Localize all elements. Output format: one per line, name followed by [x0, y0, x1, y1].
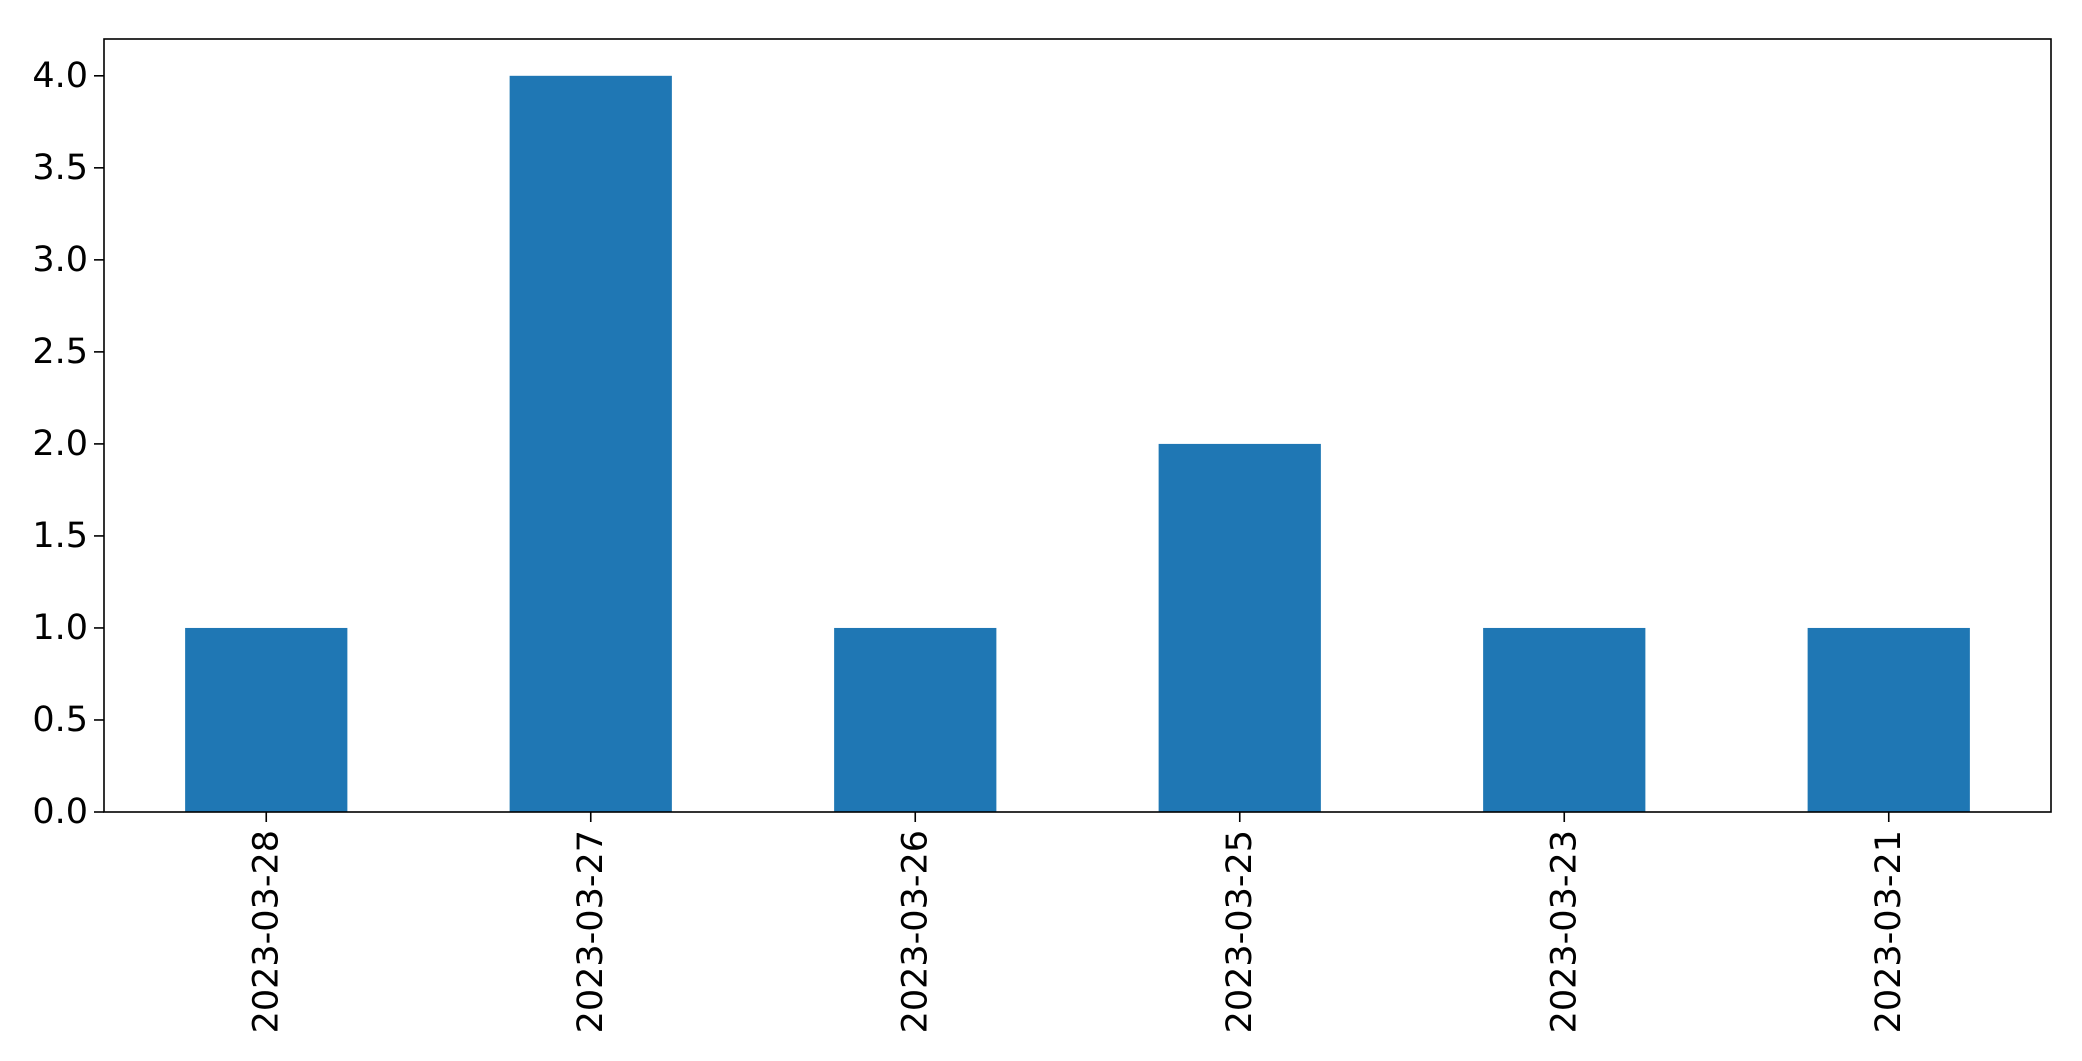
- bar-2023-03-28: [185, 627, 348, 812]
- y-tick-label: 1.5: [32, 516, 88, 556]
- y-tick-label: 2.5: [32, 332, 88, 372]
- y-tick-label: 0.5: [32, 700, 88, 740]
- y-axis: 0.0 0.5 1.0 1.5 2.0 2.5 3.0 3.5 4.0: [32, 56, 104, 832]
- y-tick-label: 0.0: [32, 792, 88, 832]
- bars-group: [185, 75, 1970, 813]
- x-tick-label: 2023-03-26: [895, 830, 935, 1033]
- y-tick-label: 3.5: [32, 148, 88, 188]
- x-tick-label: 2023-03-28: [246, 830, 286, 1033]
- x-tick-label: 2023-03-23: [1544, 830, 1584, 1033]
- y-tick-label: 4.0: [32, 56, 88, 96]
- bar-2023-03-21: [1807, 627, 1970, 812]
- bar-2023-03-27: [509, 75, 672, 813]
- y-tick-label: 2.0: [32, 424, 88, 464]
- x-tick-label: 2023-03-21: [1869, 830, 1909, 1033]
- bar-2023-03-23: [1483, 627, 1646, 812]
- bar-2023-03-25: [1158, 443, 1321, 812]
- plot-frame: [103, 38, 2052, 813]
- x-tick-label: 2023-03-25: [1220, 830, 1260, 1033]
- y-tick-label: 3.0: [32, 240, 88, 280]
- x-axis: 2023-03-28 2023-03-27 2023-03-26 2023-03-25…: [246, 812, 1909, 1033]
- bar-2023-03-26: [834, 627, 997, 812]
- x-tick-label: 2023-03-27: [571, 830, 611, 1033]
- y-tick-label: 1.0: [32, 608, 88, 648]
